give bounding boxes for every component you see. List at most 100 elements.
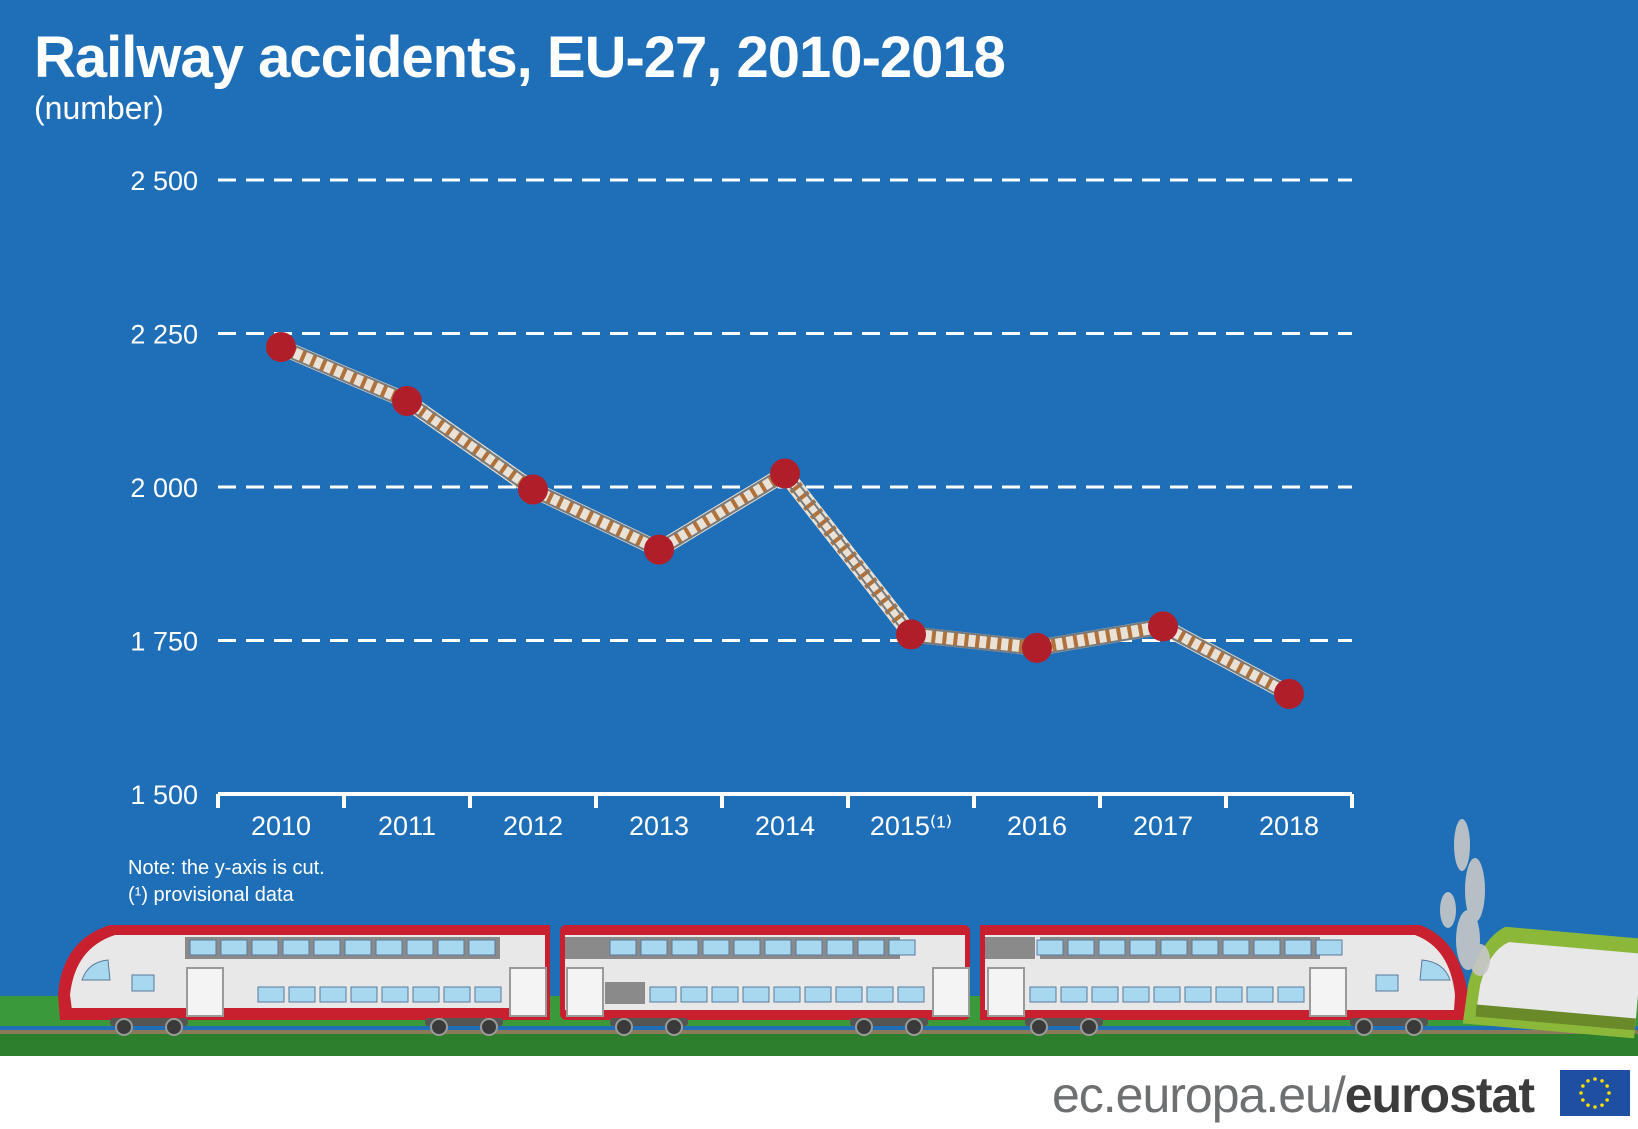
flag-star [1593,1077,1597,1081]
train-window [742,986,770,1003]
train-window [468,939,496,956]
train-window [1253,939,1281,956]
train-window [1375,974,1399,992]
data-point [392,386,422,417]
flag-star [1579,1091,1583,1095]
cab-window [81,959,111,981]
data-points [266,332,1304,709]
train-window [437,939,465,956]
flag-star [1581,1098,1585,1102]
train-window [888,939,916,956]
train-window [1122,986,1150,1003]
train-window [773,986,801,1003]
train-window [313,939,341,956]
train-car-1 [58,925,550,1020]
data-point [1148,611,1178,642]
train-window [1129,939,1157,956]
train-window [1246,986,1274,1003]
train-window [826,939,854,956]
train-window [1067,939,1095,956]
wheel [480,1018,498,1036]
train-window [866,986,894,1003]
train-windows [81,939,1451,1017]
data-point [518,474,548,505]
y-tick-label: 2 000 [130,473,198,503]
train-window [131,974,155,992]
train-window [1153,986,1181,1003]
track-ties [278,340,1293,701]
train-window [1277,986,1305,1003]
train-door [1309,967,1347,1017]
train-window [220,939,248,956]
x-tick-label: 2016 [1007,811,1067,841]
train-window [1060,986,1088,1003]
train-bogies [110,1018,1428,1036]
green-train [1462,926,1638,1039]
train-door [987,967,1025,1017]
wheel [615,1018,633,1036]
note-axis-cut: Note: the y-axis is cut. [128,857,325,879]
flag-star [1586,1079,1590,1083]
railway-track-line [277,339,1293,702]
wheel [1080,1018,1098,1036]
cab-window [1419,959,1451,981]
data-point [896,619,926,650]
train-window [1184,986,1212,1003]
gridlines [218,178,1352,642]
train-window [251,939,279,956]
train-window [804,986,832,1003]
train-car-3 [980,925,1468,1020]
x-tick-label: 2012 [503,811,563,841]
train-window [319,986,347,1003]
data-point [644,534,674,565]
wheel [115,1018,133,1036]
train-door [509,967,547,1017]
data-point [1022,632,1052,663]
x-tick-label: 2011 [378,811,436,841]
data-point [266,332,296,363]
flag-star [1581,1084,1585,1088]
wheel [430,1018,448,1036]
train-car-2 [560,925,970,1020]
track-rail-bottom [280,353,1290,702]
train-window [474,986,502,1003]
note-provisional: (¹) provisional data [128,884,294,907]
flag-star [1586,1103,1590,1107]
eurostat-brand: eurostat [1344,1067,1535,1123]
train-window [381,986,409,1003]
flag-star [1607,1091,1611,1095]
flag-star [1600,1103,1604,1107]
train-door [566,967,604,1017]
train-window [443,986,471,1003]
smoke-plume [1440,819,1490,976]
x-axis-tick-labels: 2010 2011 2012 2013 2014 2015⁽¹⁾ 2016 2017 2018 [251,811,1319,841]
train-window [680,986,708,1003]
train-window [671,939,699,956]
rail [0,1030,1638,1034]
y-tick-label: 2 500 [130,166,198,196]
train-window [1091,986,1119,1003]
flag-star [1600,1079,1604,1083]
source-url[interactable]: ec.europa.eu/eurostat [1052,1066,1535,1124]
train-window [1098,939,1126,956]
wheel [165,1018,183,1036]
train-window [288,986,316,1003]
train-window [257,986,285,1003]
train-door [186,967,224,1017]
train-window [412,986,440,1003]
y-tick-label: 1 500 [130,780,198,810]
train-window [764,939,792,956]
flag-field [1560,1070,1630,1116]
train-window [711,986,739,1003]
train-window [406,939,434,956]
wheel [855,1018,873,1036]
wheel [1355,1018,1373,1036]
train-window [640,939,668,956]
wheel [1405,1018,1423,1036]
train-window [733,939,761,956]
train-window [609,939,637,956]
data-point [770,458,800,489]
train-window [835,986,863,1003]
x-tick-label: 2018 [1259,811,1319,841]
wheel [665,1018,683,1036]
